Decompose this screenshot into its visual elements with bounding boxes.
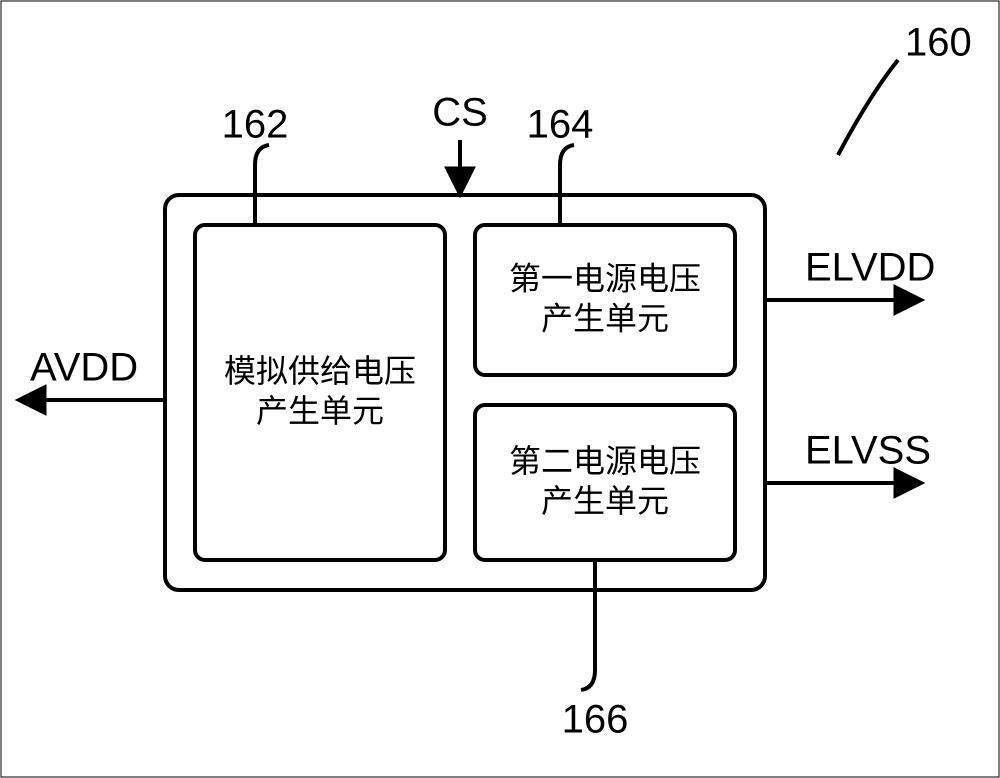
module-ref-label: 160 (905, 21, 972, 65)
analog-unit-line2: 产生单元 (256, 393, 384, 429)
ref-162: 162 (222, 103, 289, 225)
ref-166: 166 (562, 560, 629, 742)
ref-164: 164 (527, 103, 594, 225)
avdd-label: AVDD (30, 346, 138, 390)
module-ref-pointer (838, 60, 898, 155)
ref-164-label: 164 (527, 103, 594, 147)
second-unit-line2: 产生单元 (541, 483, 669, 519)
analog-unit-line1: 模拟供给电压 (224, 353, 416, 389)
cs-label: CS (432, 91, 488, 135)
ref-162-label: 162 (222, 103, 289, 147)
first-unit-line2: 产生单元 (541, 300, 669, 336)
first-unit-line1: 第一电源电压 (509, 260, 701, 296)
ref-166-label: 166 (562, 698, 629, 742)
image-frame (1, 1, 999, 777)
second-unit-line1: 第二电源电压 (509, 443, 701, 479)
elvss-label: ELVSS (805, 429, 931, 473)
elvdd-label: ELVDD (805, 246, 935, 290)
